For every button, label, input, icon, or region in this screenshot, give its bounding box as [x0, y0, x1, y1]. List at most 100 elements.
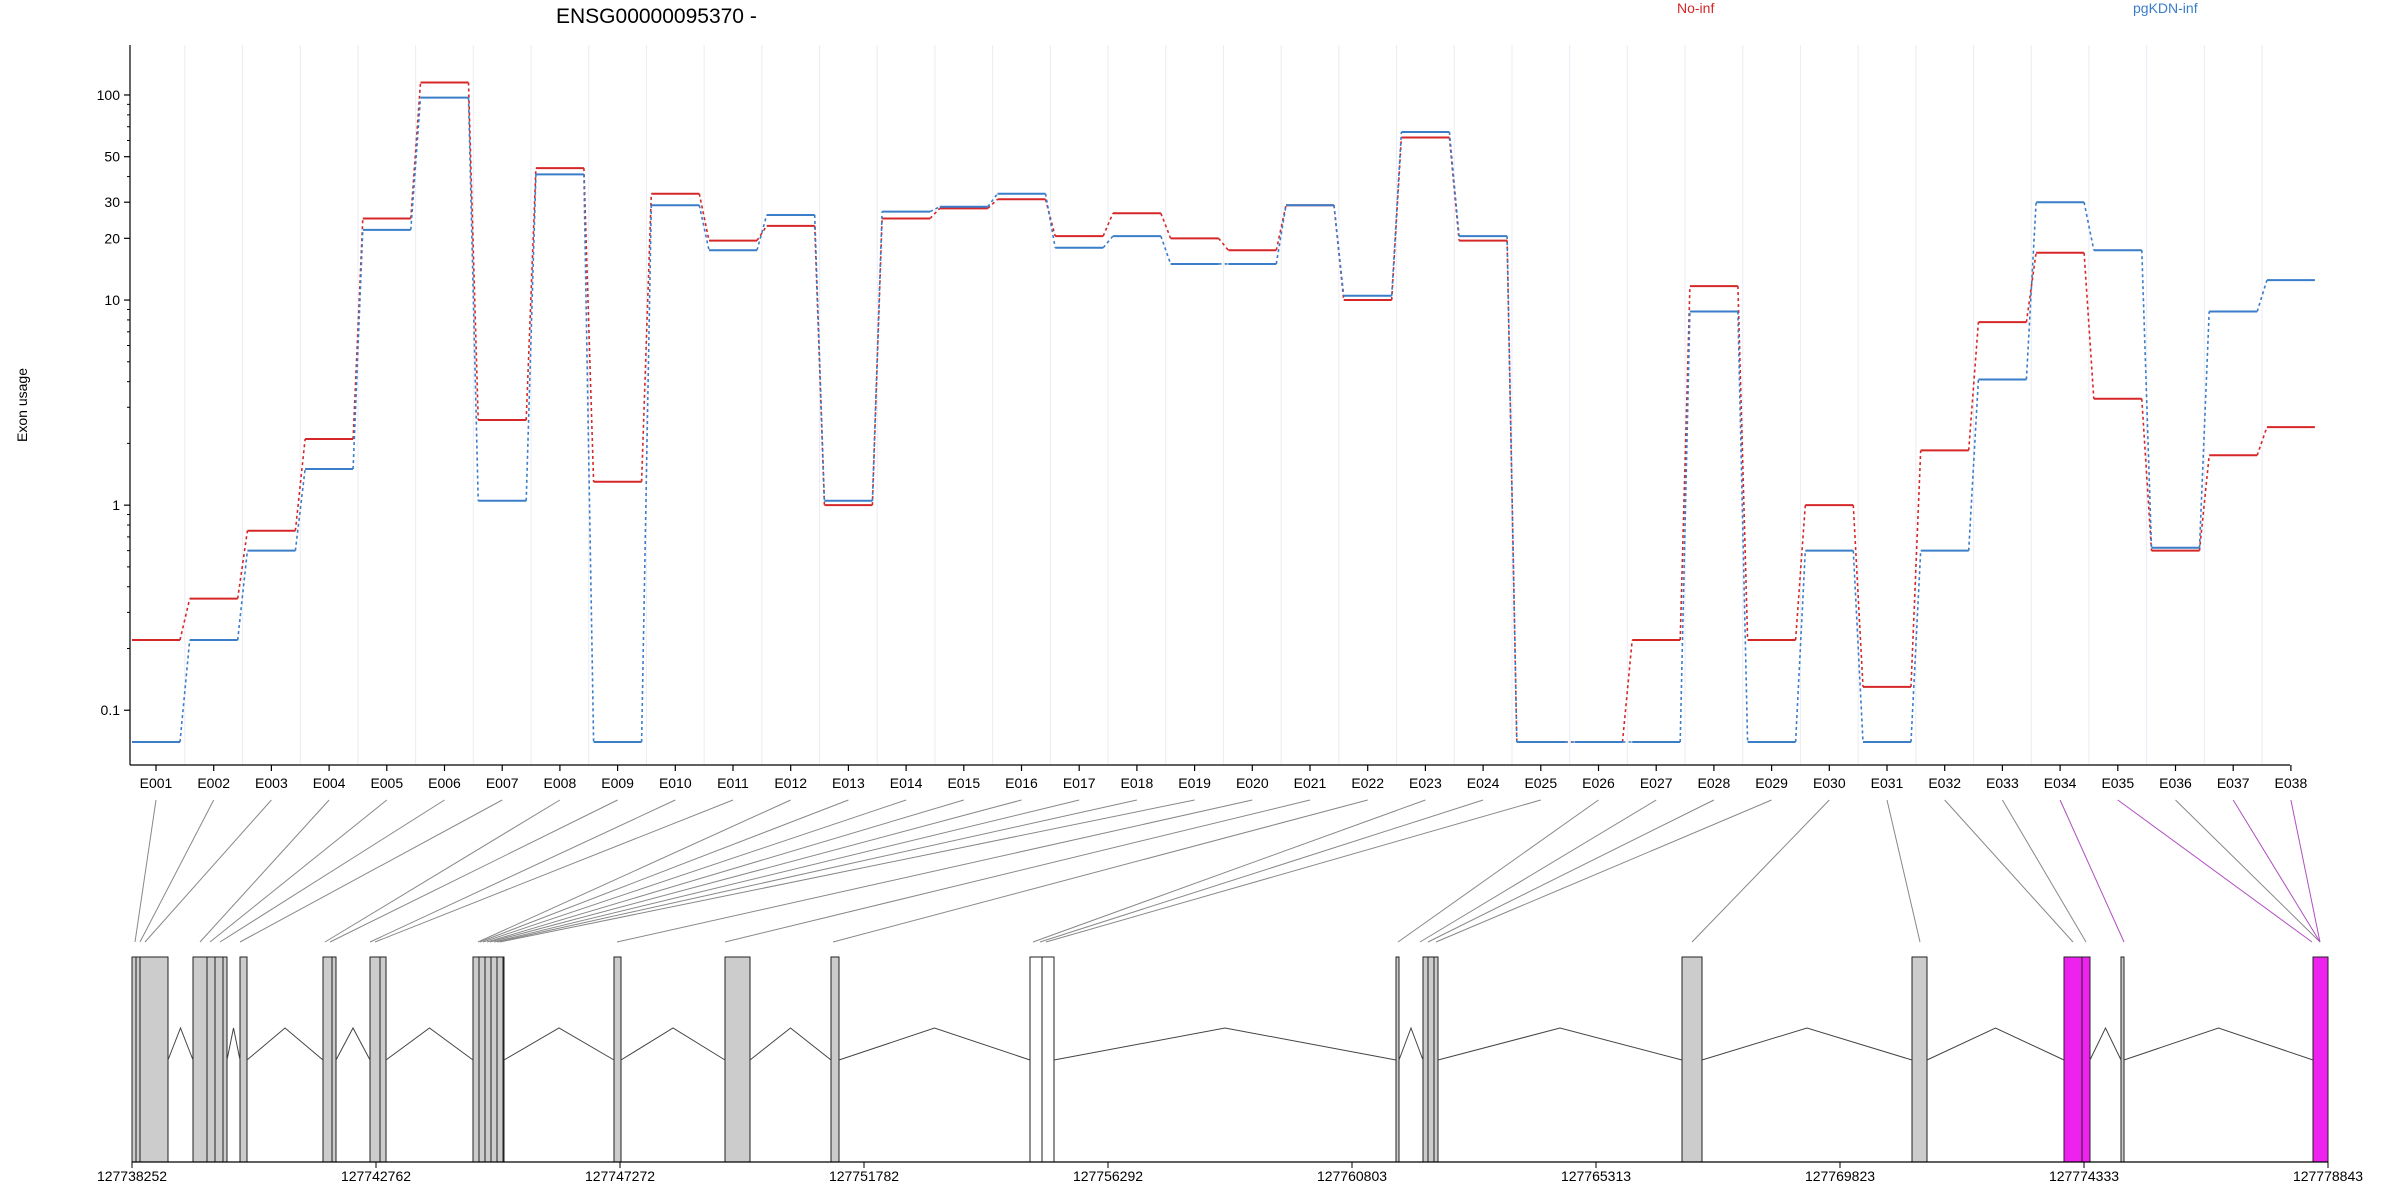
- exon-box: [214, 956, 224, 1163]
- exon-box: [139, 956, 169, 1163]
- exon-box: [472, 956, 480, 1163]
- intron-line: [1398, 1026, 1424, 1061]
- intron-line: [2123, 1027, 2314, 1061]
- exon-connector: [144, 799, 272, 943]
- intron-line: [1437, 1027, 1683, 1061]
- x-tick-label-e015: E015: [947, 775, 980, 791]
- exon-box: [206, 956, 216, 1163]
- exon-box: [1041, 956, 1055, 1163]
- series-connector: [2083, 202, 2095, 251]
- series-connector: [410, 82, 422, 219]
- x-tick-label-e009: E009: [601, 775, 634, 791]
- y-tick-label: 50: [104, 149, 120, 165]
- x-tick-label-e008: E008: [544, 775, 577, 791]
- exon-box: [135, 956, 141, 1163]
- exon-box: [1427, 956, 1435, 1163]
- exon-connector: [239, 799, 503, 943]
- series-connector: [467, 97, 479, 501]
- series-connector: [1160, 212, 1172, 239]
- series-connector: [756, 214, 768, 251]
- intron-line: [335, 1026, 371, 1061]
- x-tick-label-e034: E034: [2044, 775, 2077, 791]
- series-connector: [410, 97, 422, 230]
- series-connector: [987, 193, 999, 208]
- intron-line: [385, 1027, 474, 1061]
- intron-line: [620, 1027, 726, 1061]
- exon-box: [2081, 956, 2091, 1163]
- exon-connector: [1435, 799, 1772, 943]
- x-tick-label-e027: E027: [1640, 775, 1673, 791]
- exon-connector: [1419, 799, 1657, 943]
- y-tick-label: 100: [97, 87, 121, 103]
- exon-connector: [1039, 799, 1484, 943]
- exon-box: [239, 956, 248, 1163]
- exon-box: [1395, 956, 1400, 1163]
- series-connector: [1217, 237, 1229, 251]
- exon-connector: [329, 799, 618, 943]
- x-tick-label-e005: E005: [370, 775, 403, 791]
- series-pgkdn-inf: [132, 96, 2315, 743]
- x-tick-label-e038: E038: [2275, 775, 2308, 791]
- intron-line: [2089, 1026, 2122, 1061]
- exon-connector: [324, 799, 561, 943]
- y-axis: 0.1 1 10 20 30 50 100: [97, 45, 131, 765]
- exon-connector: [482, 799, 907, 943]
- intron-line: [838, 1027, 1031, 1061]
- x-tick-label-e026: E026: [1582, 775, 1615, 791]
- y-axis-title: Exon usage: [14, 368, 30, 442]
- exon-connector: [479, 799, 849, 943]
- exon-connector: [2001, 799, 2087, 943]
- x-tick-label-e021: E021: [1294, 775, 1327, 791]
- coord-label: 127778843: [2293, 1168, 2363, 1184]
- series-connector: [294, 468, 306, 551]
- series-connector: [929, 206, 941, 213]
- x-tick-label-e007: E007: [486, 775, 519, 791]
- exon-box: [830, 956, 840, 1163]
- series-connector: [1852, 550, 1864, 743]
- exon-box: [192, 956, 208, 1163]
- x-tick-label-e002: E002: [197, 775, 230, 791]
- exon-connector: [499, 799, 1195, 943]
- exon-box: [490, 956, 498, 1163]
- series-connector: [2256, 426, 2268, 456]
- exon-connector: [486, 799, 964, 943]
- exon-box: [331, 956, 337, 1163]
- gene-model: [131, 956, 2329, 1163]
- exon-box: [496, 956, 504, 1163]
- x-tick-label-e020: E020: [1236, 775, 1269, 791]
- x-tick-label-e018: E018: [1121, 775, 1154, 791]
- exon-box: [1422, 956, 1429, 1163]
- gene-title: ENSG00000095370 -: [556, 5, 757, 28]
- series-connector: [1275, 205, 1287, 265]
- exon-connector: [616, 799, 1253, 943]
- intron-line: [749, 1027, 832, 1061]
- x-axis: E001 E002 E003 E004 E005 E006 E007 E008 E009 E010…: [130, 764, 2308, 791]
- vertical-gridlines: [184, 45, 2263, 765]
- intron-line: [246, 1027, 324, 1061]
- x-tick-label-e030: E030: [1813, 775, 1846, 791]
- exon-connector: [139, 799, 215, 943]
- exon-connector: [1032, 799, 1426, 943]
- exon-box: [724, 956, 751, 1163]
- exon-box: [369, 956, 381, 1163]
- coord-label: 127774333: [2049, 1168, 2119, 1184]
- exon-connector: [477, 799, 791, 943]
- exon-box: [613, 956, 622, 1163]
- x-tick-label-e037: E037: [2217, 775, 2250, 791]
- x-tick-label-e022: E022: [1351, 775, 1384, 791]
- series-connector: [640, 193, 653, 482]
- exon-connector: [493, 799, 1080, 943]
- x-tick-label-e010: E010: [659, 775, 692, 791]
- coord-label: 127747272: [585, 1168, 655, 1184]
- exon-connector: [1045, 799, 1541, 943]
- exon-connector: [199, 799, 330, 943]
- series-connector: [2083, 252, 2095, 399]
- x-tick-label-e029: E029: [1755, 775, 1788, 791]
- exon-connector: [2290, 799, 2321, 943]
- series-connector: [1160, 235, 1172, 265]
- series-connector: [1737, 286, 1749, 641]
- x-tick-label-e023: E023: [1409, 775, 1442, 791]
- coord-label: 127738252: [97, 1168, 167, 1184]
- series-connector: [1794, 550, 1807, 743]
